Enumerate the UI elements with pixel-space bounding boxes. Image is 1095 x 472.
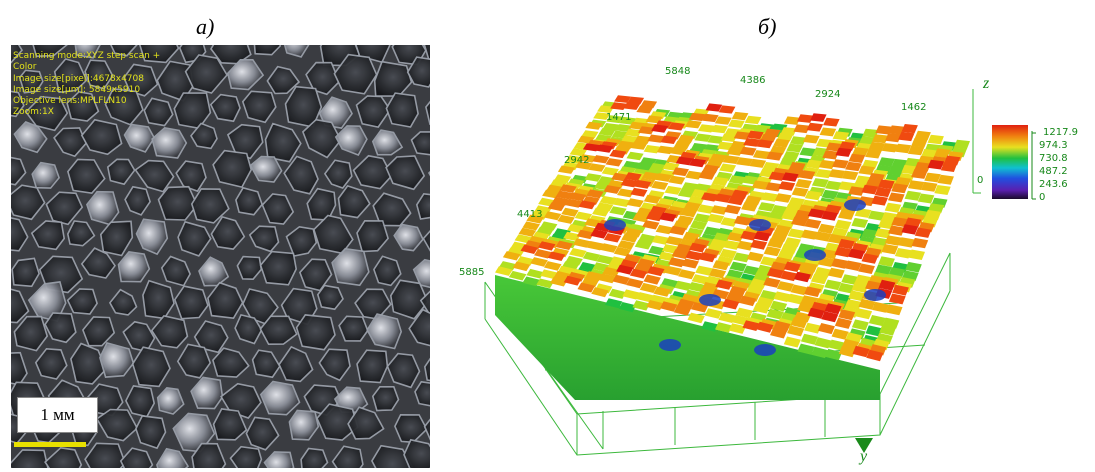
y-tick-label: 5885: [459, 267, 485, 278]
surface-mesh: [495, 95, 970, 400]
z-axis-label: z: [983, 75, 990, 92]
surface-plot: 5848 4386 2924 1462 1471 2942 4413 5885 …: [455, 45, 1085, 468]
metadata-line: Scanning mode:XYZ step scan +: [13, 51, 161, 61]
metadata-line: Image size[pixel]:4678x4708: [13, 73, 144, 84]
z-base-label: 0: [977, 175, 984, 186]
y-tick-label: 4413: [517, 209, 543, 220]
scale-bar-label: 1 мм: [17, 397, 98, 433]
y-tick-label: 2942: [564, 155, 590, 166]
x-tick-label: 1462: [901, 102, 927, 113]
micrograph-image: Scanning mode:XYZ step scan + Color Imag…: [11, 45, 430, 468]
scan-metadata: Scanning mode:XYZ step scan + Color Imag…: [13, 51, 160, 119]
colorbar-tick-label: 974.3: [1039, 140, 1068, 151]
x-tick-label: 2924: [815, 89, 841, 100]
x-tick-label: 4386: [740, 75, 766, 86]
colorbar-tick-label: 1217.9: [1043, 127, 1078, 138]
foam-cells-graphic: [11, 45, 430, 468]
colorbar: [992, 125, 1028, 199]
metadata-line: Objective lens:MPLFLN10: [13, 96, 127, 107]
y-axis-label: y: [860, 448, 868, 465]
surface-plot-graphic: [484, 89, 1036, 456]
y-axis-arrow-icon: [855, 438, 873, 453]
caption-a: а): [196, 14, 215, 39]
colorbar-tick-label: 487.2: [1039, 166, 1068, 177]
colorbar-tick-label: 243.6: [1039, 179, 1068, 190]
metadata-line: Color: [13, 62, 37, 73]
scale-bar: [14, 442, 86, 447]
metadata-line: Image size[μm]: 5849x5910: [13, 84, 141, 95]
y-tick-label: 1471: [606, 112, 632, 123]
caption-b: б): [758, 14, 777, 39]
colorbar-tick-label: 0: [1039, 192, 1046, 203]
x-tick-label: 5848: [665, 66, 691, 77]
colorbar-tick-label: 730.8: [1039, 153, 1068, 164]
metadata-line: Zoom:1X: [13, 107, 54, 118]
